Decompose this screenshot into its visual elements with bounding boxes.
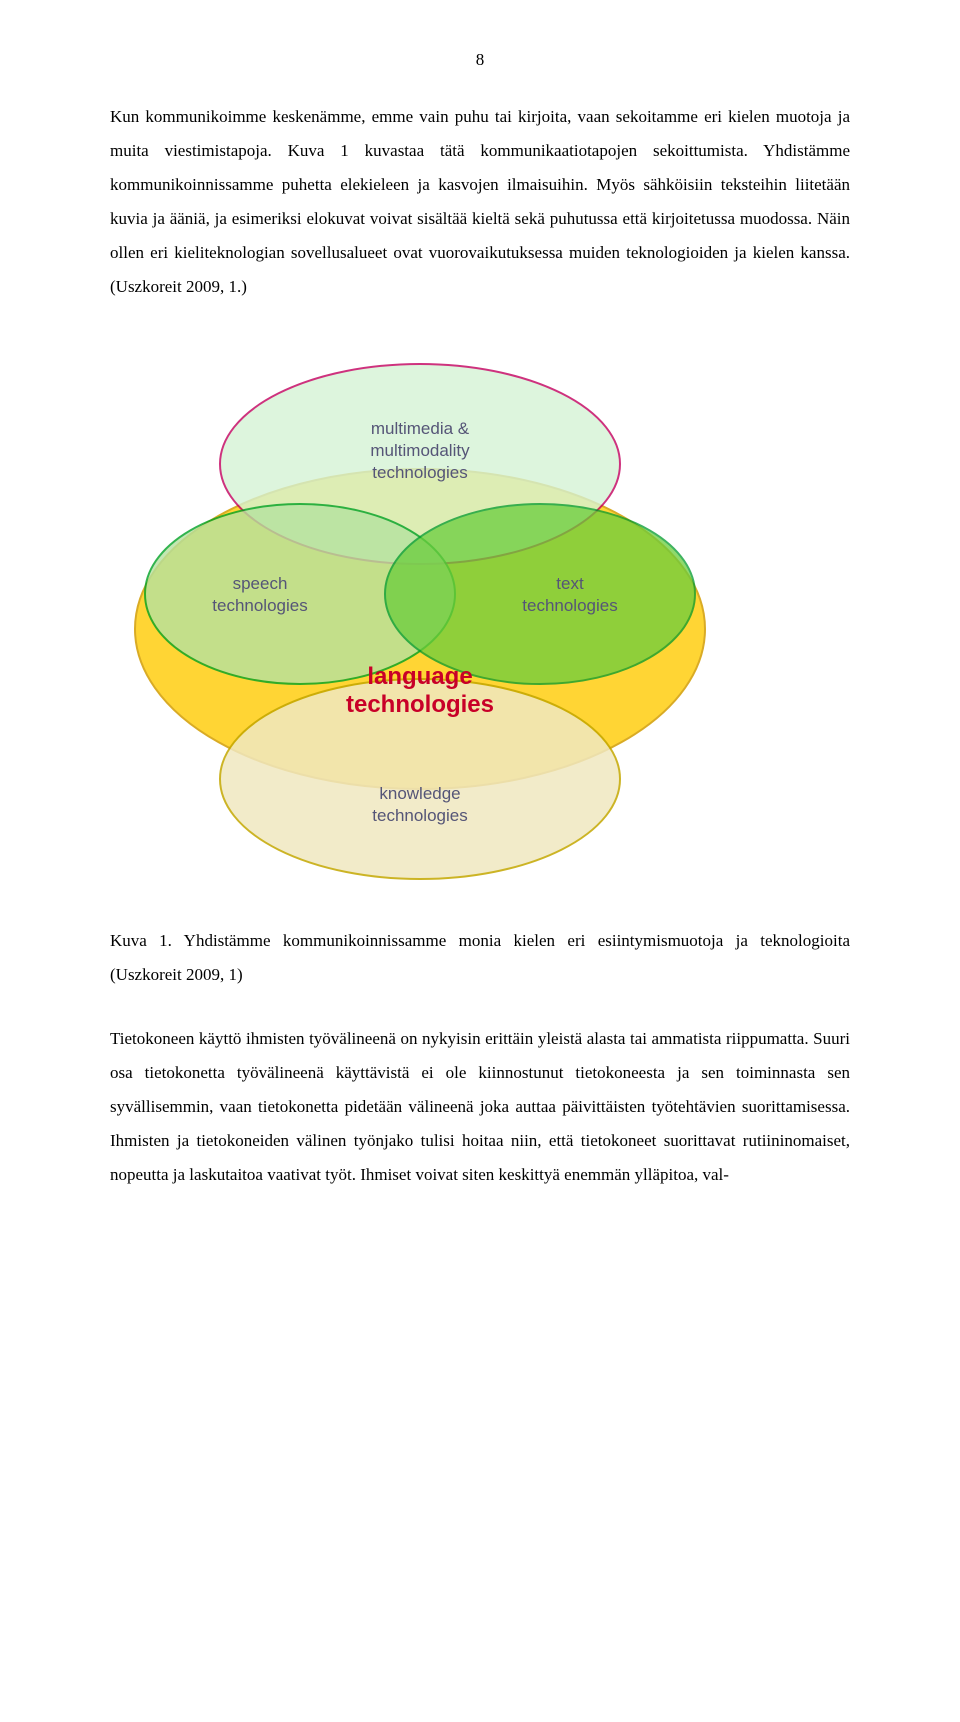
paragraph-2: Tietokoneen käyttö ihmisten työvälineenä… [110,1022,850,1192]
label-speech-1: speech [233,574,288,593]
label-multimedia-2: multimodality [370,441,470,460]
label-text-2: technologies [522,596,617,615]
venn-diagram: multimedia & multimodality technologies … [110,334,730,894]
label-speech-2: technologies [212,596,307,615]
ellipse-text [385,504,695,684]
label-multimedia-1: multimedia & [371,419,470,438]
label-language-2: technologies [346,691,494,718]
label-language-1: language [367,663,472,690]
label-text-1: text [556,574,584,593]
venn-svg: multimedia & multimodality technologies … [110,334,730,894]
page-number: 8 [110,50,850,70]
label-multimedia-3: technologies [372,463,467,482]
figure-caption: Kuva 1. Yhdistämme kommunikoinnissamme m… [110,924,850,992]
label-knowledge-1: knowledge [379,784,460,803]
paragraph-1: Kun kommunikoimme keskenämme, emme vain … [110,100,850,304]
label-knowledge-2: technologies [372,806,467,825]
